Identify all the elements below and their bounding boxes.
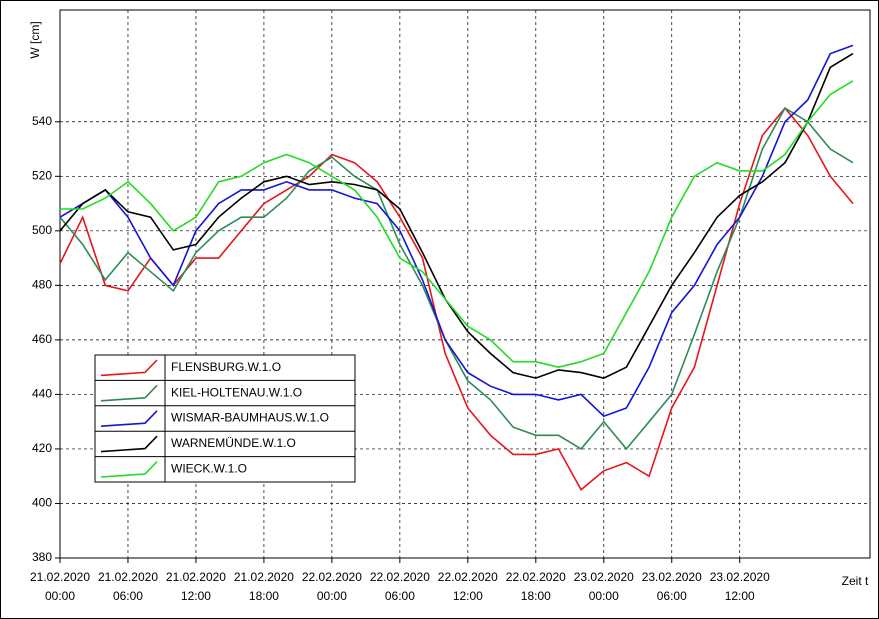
y-tick-label: 540 [32,114,52,128]
legend-swatch [100,410,158,427]
x-tick-label: 21.02.2020 00:00 [29,570,91,603]
plot-border [59,9,871,559]
legend: FLENSBURG.W.1.O KIEL-HOLTENAU.W.1.O WISMAR… [94,354,356,483]
x-tick-label: 21.02.2020 06:00 [97,570,158,603]
x-tick-label: 23.02.2020 06:00 [641,570,702,603]
y-tick-label: 520 [32,168,52,182]
series-line [59,106,854,492]
legend-label: WIECK.W.1.O [171,461,247,475]
x-tick-label: 22.02.2020 06:00 [369,570,430,603]
y-tick-label: 420 [32,441,52,455]
x-tick-label: 21.02.2020 18:00 [233,570,294,603]
series-line [60,80,854,369]
x-axis-label: Zeit t [842,574,869,588]
x-tick-label: 21.02.2020 12:00 [165,570,226,603]
series-line [59,52,854,379]
y-tick-label: 500 [32,223,52,237]
legend-label: KIEL-HOLTENAU.W.1.O [171,385,302,399]
y-tick-label: 400 [32,496,52,510]
x-tick-label: 23.02.2020 00:00 [573,570,634,603]
legend-box [94,354,356,483]
legend-label: WISMAR-BAUMHAUS.W.1.O [171,411,329,425]
series-line [59,44,854,418]
legend-swatch [100,461,158,478]
x-tick-label: 22.02.2020 18:00 [505,570,566,603]
legend-swatch [100,384,158,402]
y-tick-label: 440 [32,387,52,401]
y-tick-label: 380 [32,550,52,564]
y-tick-label: 460 [32,332,52,346]
legend-label: FLENSBURG.W.1.O [171,360,281,374]
legend-label: WARNEMÜNDE.W.1.O [171,436,296,450]
y-tick-label: 480 [32,278,52,292]
x-tick-label: 23.02.2020 12:00 [709,570,770,603]
series-line [59,106,854,451]
x-tick-label: 22.02.2020 00:00 [301,570,362,603]
x-tick-label: 22.02.2020 12:00 [437,570,498,603]
legend-swatch [100,435,158,453]
legend-swatch [100,359,158,377]
y-axis-label: W [cm] [28,21,42,58]
